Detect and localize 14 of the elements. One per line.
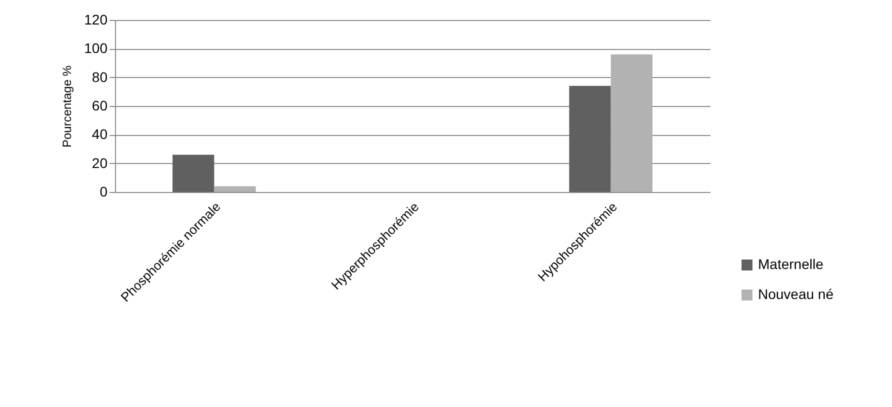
bar xyxy=(569,86,611,192)
legend-label: Maternelle xyxy=(758,256,824,272)
y-tick-label: 100 xyxy=(84,40,108,56)
y-tick-label: 0 xyxy=(100,184,108,200)
y-tick-label: 40 xyxy=(92,126,108,142)
bar xyxy=(172,154,214,192)
y-tick-label: 60 xyxy=(92,98,108,114)
y-tick-label: 20 xyxy=(92,154,108,171)
y-axis-title: Pourcentage % xyxy=(60,65,74,148)
y-tick-label: 80 xyxy=(92,68,108,85)
y-tick-label: 120 xyxy=(84,12,108,28)
legend-label: Nouveau né xyxy=(758,286,834,302)
bar xyxy=(610,54,652,192)
bar xyxy=(214,186,256,192)
